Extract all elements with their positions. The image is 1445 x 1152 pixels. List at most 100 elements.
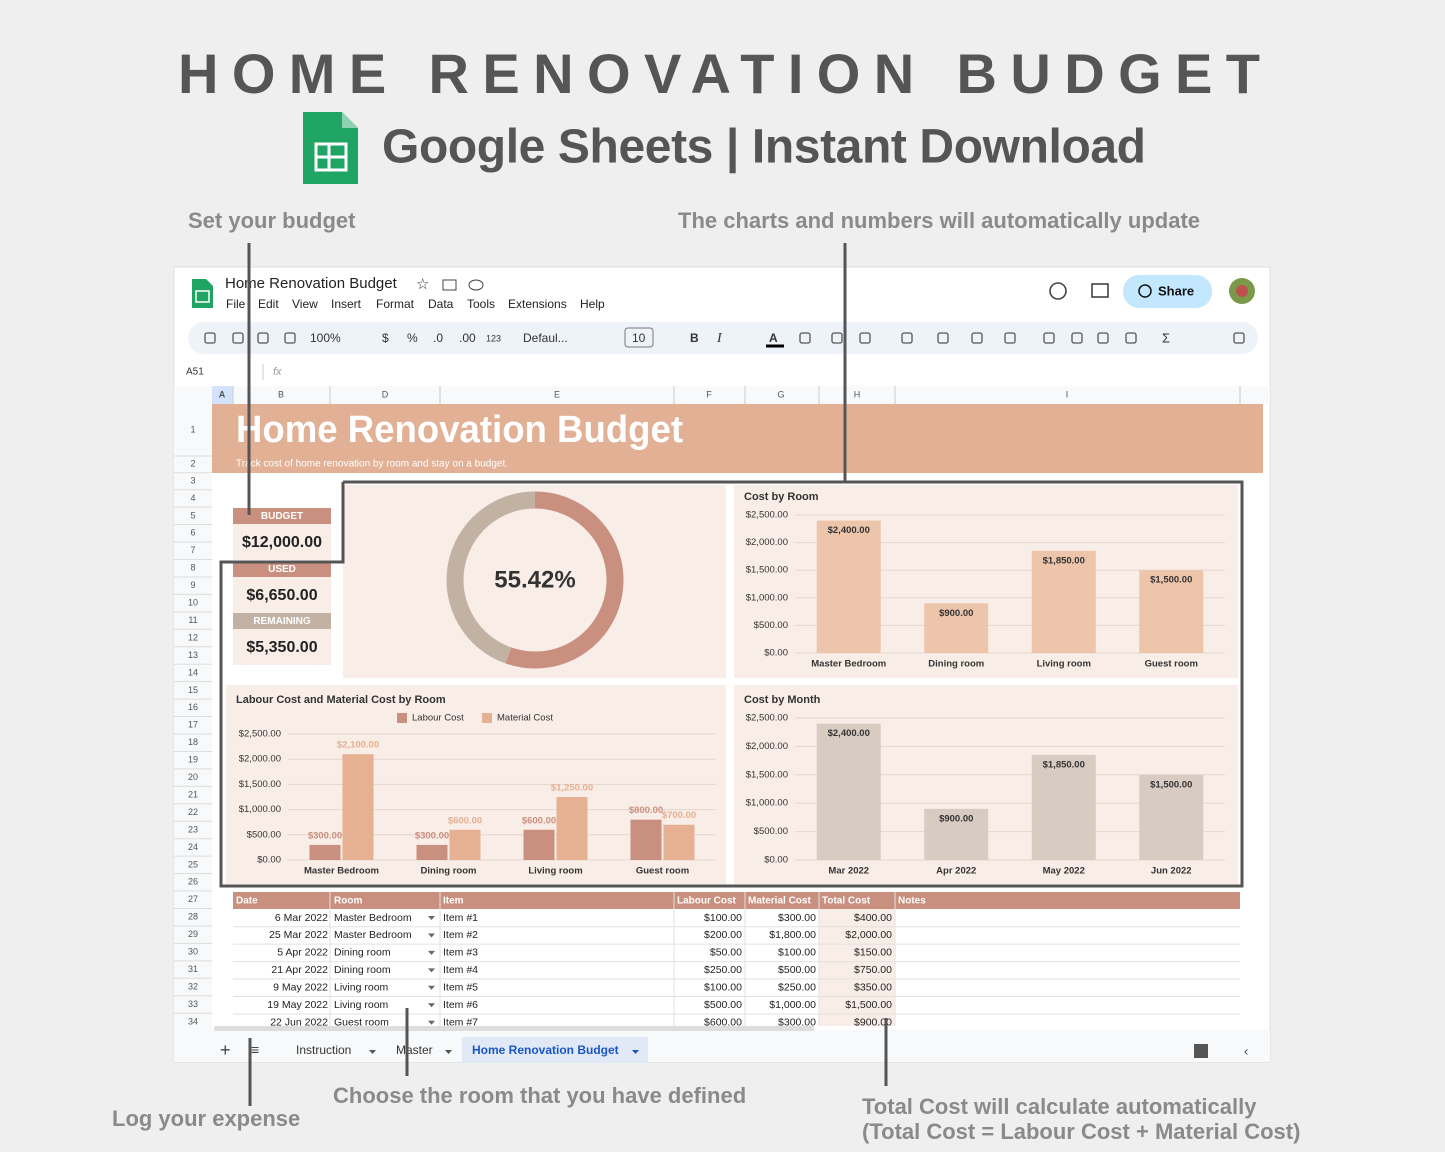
menu-item[interactable]: Format (376, 297, 415, 311)
toolbar-item[interactable]: I (716, 331, 723, 346)
cell: $350.00 (854, 982, 892, 994)
tab-arrow[interactable] (369, 1050, 376, 1054)
menu-item[interactable]: Edit (258, 297, 279, 311)
toolbar-icon[interactable] (204, 332, 216, 344)
bar (663, 824, 695, 860)
x-tick-label: Apr 2022 (936, 866, 976, 877)
sheet-tab[interactable]: Instruction (296, 1043, 351, 1057)
y-tick-label: $0.00 (764, 648, 788, 659)
bar (816, 723, 881, 860)
bar-label: $2,100.00 (337, 740, 379, 751)
toolbar-item[interactable]: 100% (310, 331, 341, 345)
toolbar-icon[interactable] (1071, 332, 1083, 344)
y-tick-label: $2,000.00 (746, 537, 788, 548)
scrollbar[interactable] (214, 1026, 814, 1031)
menu-item[interactable]: Extensions (508, 297, 567, 311)
sheet-tab[interactable]: Master (396, 1043, 433, 1057)
tab-arrow[interactable] (632, 1050, 639, 1054)
row-number: 17 (188, 720, 198, 730)
cell: 21 Apr 2022 (271, 964, 328, 976)
column-letter: D (382, 389, 389, 399)
cell: $1,500.00 (845, 999, 892, 1011)
chart-title: Cost by Room (744, 491, 819, 503)
toolbar-icon[interactable] (831, 332, 843, 344)
all-sheets[interactable]: ≡ (251, 1042, 259, 1058)
toolbar-icon[interactable] (1125, 332, 1137, 344)
cell: $100.00 (704, 982, 742, 994)
active-tab[interactable] (462, 1037, 648, 1063)
toolbar-icon[interactable] (971, 332, 983, 344)
donut-slice (446, 491, 536, 664)
dropdown-arrow[interactable] (428, 968, 435, 973)
toolbar-item[interactable]: A (769, 331, 778, 345)
toolbar-item[interactable]: $ (382, 331, 389, 345)
dropdown-arrow[interactable] (428, 916, 435, 920)
annotation: Choose the room that you have defined (333, 1083, 746, 1108)
toolbar-item[interactable]: 123 (486, 333, 501, 343)
toolbar-icon[interactable] (1004, 332, 1016, 344)
toolbar-item[interactable]: Σ (1162, 330, 1170, 345)
dropdown-arrow[interactable] (428, 933, 435, 938)
toolbar-item[interactable]: % (407, 331, 418, 345)
toolbar-icon[interactable] (1043, 332, 1055, 344)
bar (1139, 570, 1204, 653)
bar (416, 844, 448, 860)
share-button[interactable] (1123, 275, 1212, 308)
row-number: 13 (188, 650, 198, 660)
toolbar-item[interactable]: Defaul... (523, 331, 568, 345)
menu-item[interactable]: File (226, 297, 246, 311)
row-number: 34 (188, 1016, 198, 1026)
share-label[interactable]: Share (1158, 283, 1194, 298)
menu-item[interactable]: Tools (467, 297, 495, 311)
tab-arrow[interactable] (445, 1050, 452, 1054)
bar-label: $800.00 (629, 805, 663, 816)
toolbar-icon[interactable] (859, 332, 871, 344)
menu-item[interactable]: Insert (331, 297, 362, 311)
toolbar-icon[interactable] (901, 332, 913, 344)
name-box[interactable]: A51 (186, 367, 204, 378)
sheet-tab[interactable]: Home Renovation Budget (472, 1043, 619, 1057)
toolbar-icon[interactable] (1097, 332, 1109, 344)
dropdown-arrow[interactable] (428, 950, 435, 955)
menu-item[interactable]: Data (428, 297, 454, 311)
explore-icon[interactable] (1194, 1044, 1208, 1058)
toolbar-item[interactable]: .0 (433, 331, 443, 345)
row-number: 9 (190, 580, 195, 590)
toolbar-icon[interactable] (232, 332, 244, 344)
toolbar-icon[interactable] (1233, 332, 1245, 344)
dropdown-arrow[interactable] (428, 1003, 435, 1008)
collapse[interactable]: ‹ (1244, 1043, 1248, 1058)
y-tick-label: $2,500.00 (746, 510, 788, 521)
bar (523, 829, 555, 860)
annotation: The charts and numbers will automaticall… (678, 208, 1200, 233)
history-icon[interactable] (1049, 282, 1067, 300)
menu-item[interactable]: View (292, 297, 318, 311)
panel (343, 485, 726, 678)
donut-slice (505, 491, 624, 669)
cell: Item #4 (443, 964, 478, 976)
y-tick-label: $2,000.00 (746, 741, 788, 752)
toolbar-item[interactable]: 10 (632, 331, 646, 345)
summary-label-bg (233, 561, 331, 577)
comment-icon[interactable] (1091, 283, 1109, 298)
cell: $2,000.00 (845, 929, 892, 941)
app-icon (192, 279, 213, 308)
annotation: (Total Cost = Labour Cost + Material Cos… (862, 1119, 1300, 1144)
y-tick-label: $1,500.00 (239, 779, 281, 790)
menu-item[interactable]: Help (580, 297, 605, 311)
row-number: 16 (188, 702, 198, 712)
toolbar-icon[interactable] (257, 332, 269, 344)
toolbar-icon[interactable] (799, 332, 811, 344)
toolbar-item[interactable]: B (690, 331, 699, 345)
dropdown-arrow[interactable] (428, 985, 435, 990)
doc-title: Home Renovation Budget (225, 275, 398, 292)
summary-label: BUDGET (261, 511, 303, 522)
toolbar-icon[interactable] (937, 332, 949, 344)
row-number: 7 (190, 545, 195, 555)
dropdown-arrow[interactable] (428, 1020, 435, 1025)
toolbar-item[interactable]: .00 (459, 331, 476, 345)
column-letter: G (777, 389, 784, 399)
add-sheet[interactable]: + (220, 1040, 231, 1060)
toolbar-icon[interactable] (284, 332, 296, 344)
